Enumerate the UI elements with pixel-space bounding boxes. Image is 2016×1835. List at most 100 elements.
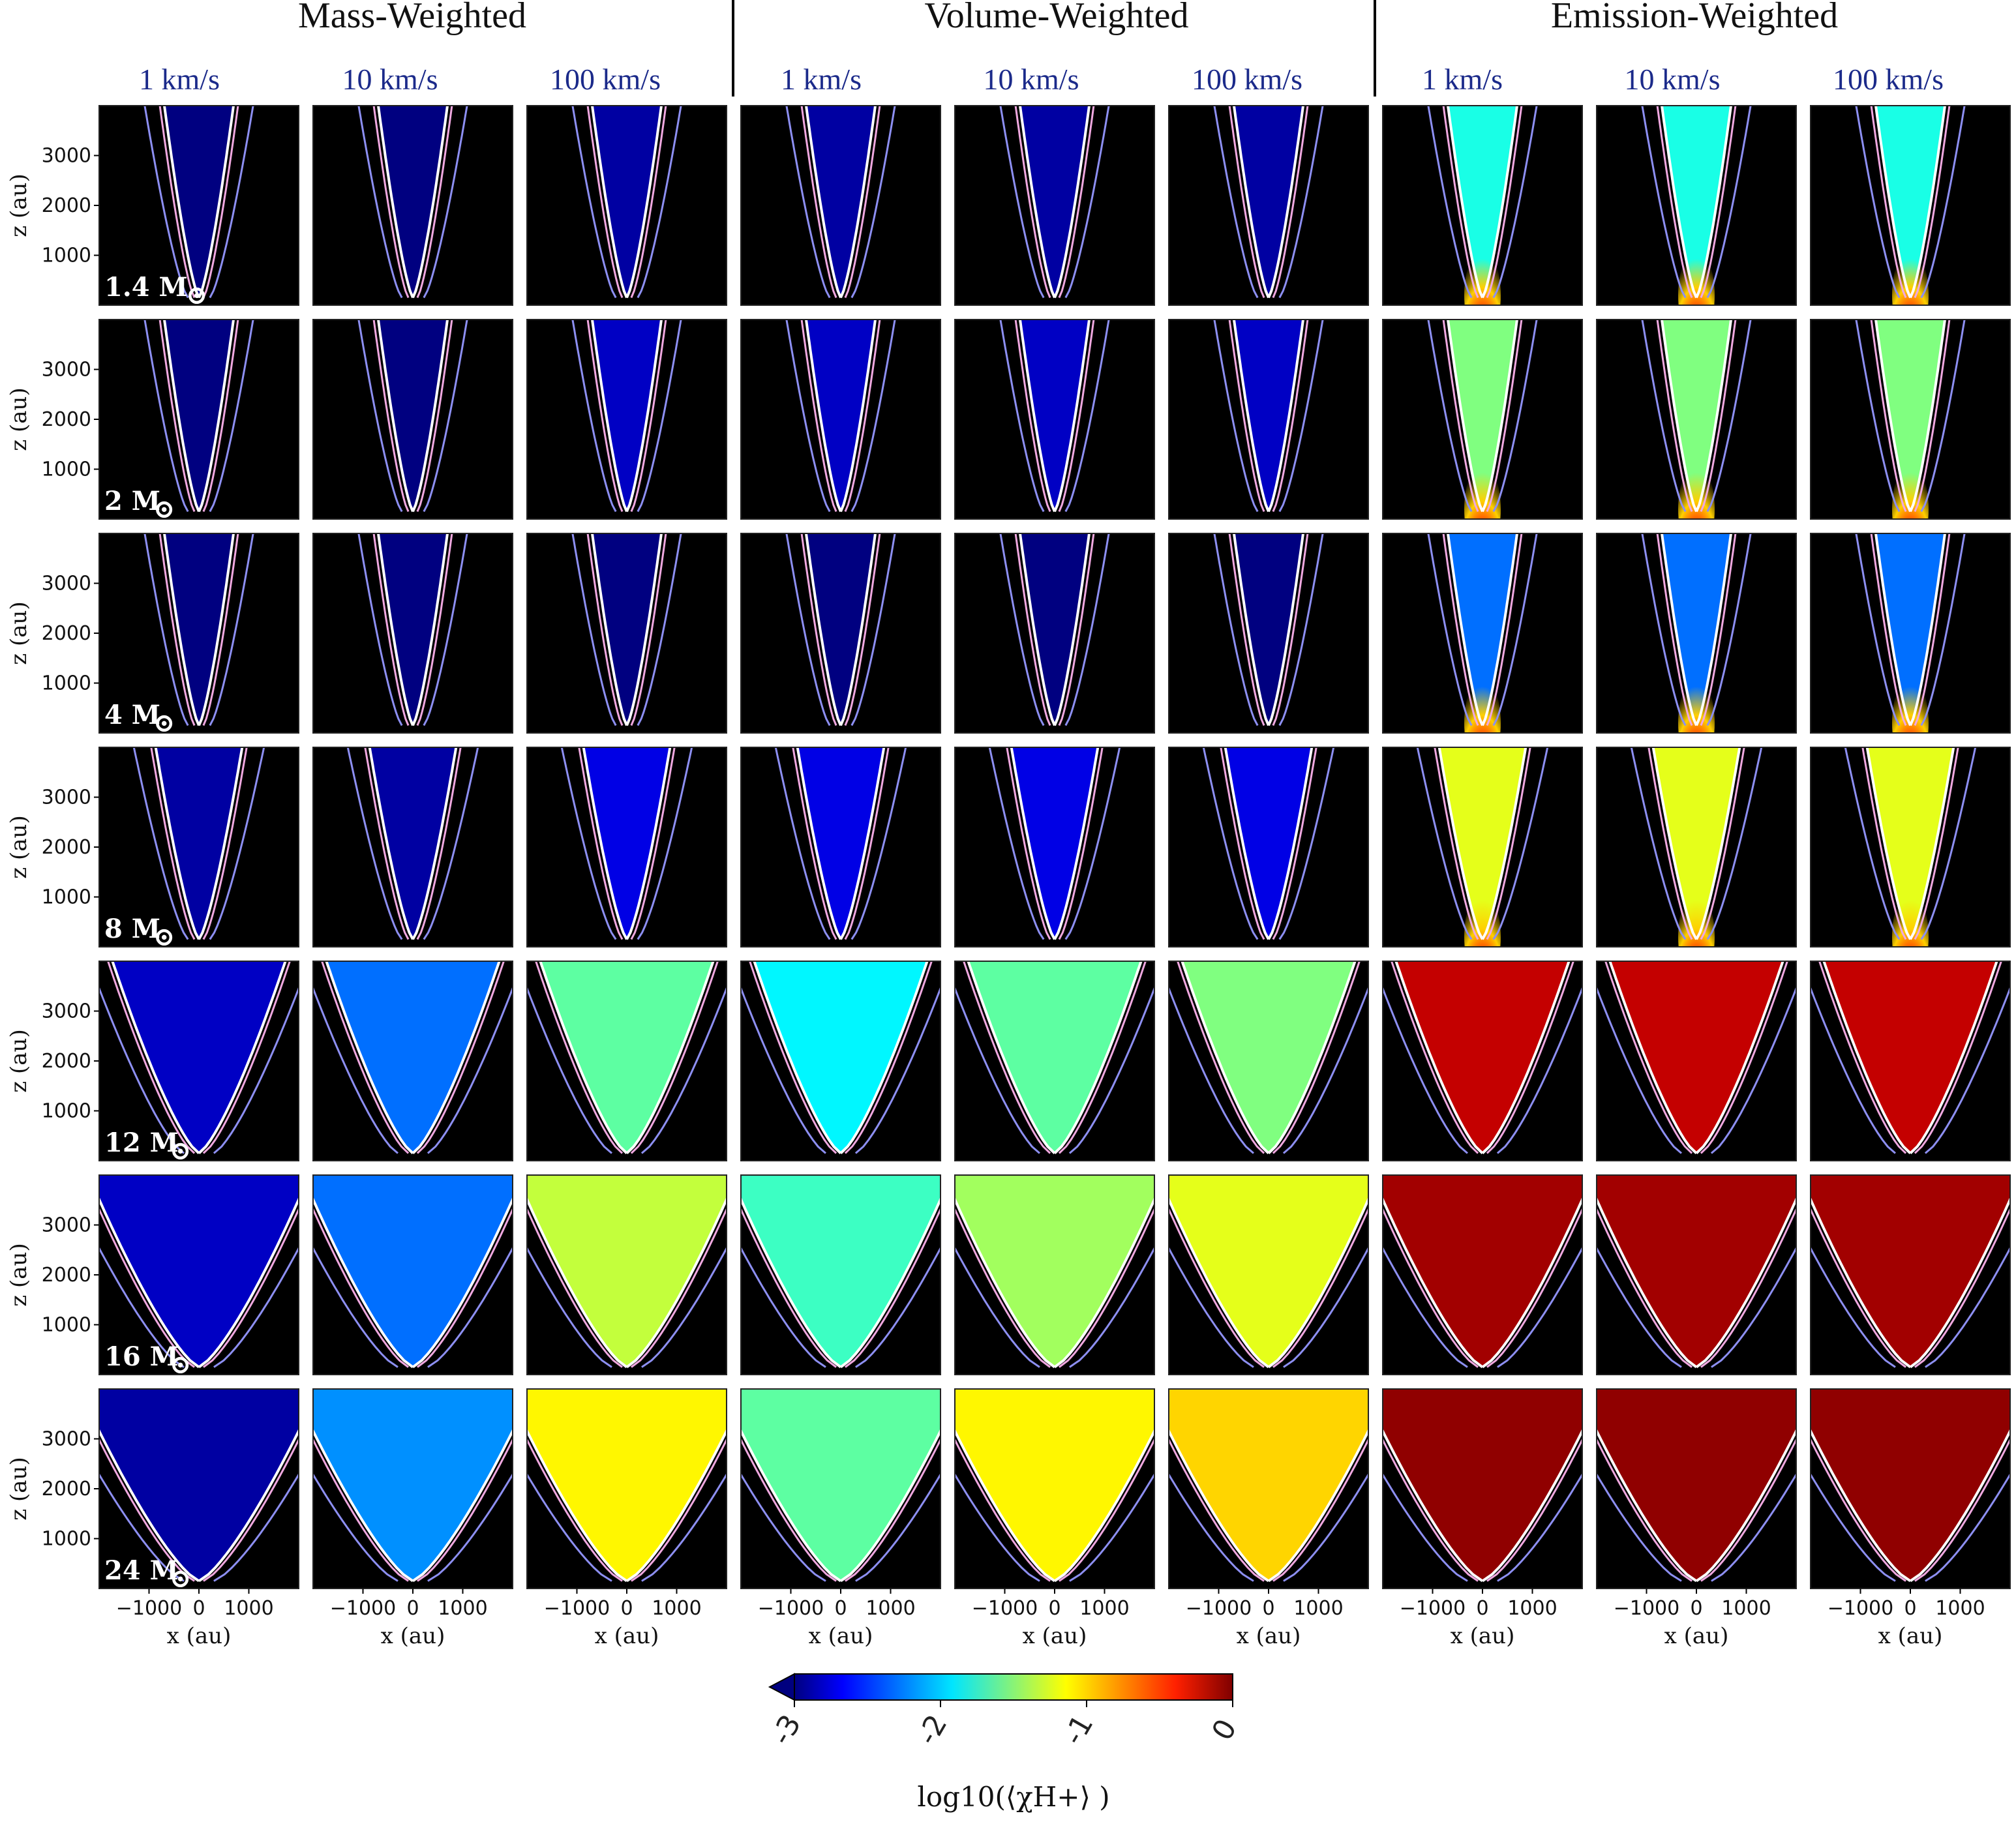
velocity-labels: 1 km/s 10 km/s 100 km/s 1 km/s 10 km/s 1…	[139, 63, 1944, 96]
map-panel	[1810, 105, 2011, 306]
contour-lavender	[741, 985, 940, 1154]
contour-lavender	[1641, 320, 1752, 513]
contour-white	[527, 1196, 727, 1369]
panel-frame	[1596, 319, 1797, 520]
contour-lavender	[313, 985, 513, 1154]
contour-pink	[1656, 106, 1737, 299]
contour-lavender	[1811, 1472, 2010, 1582]
cone-fill	[1439, 747, 1526, 940]
velocity-label: 10 km/s	[342, 63, 438, 96]
panel-frame	[312, 105, 513, 306]
map-panel	[1596, 105, 1797, 306]
cone-fill	[1875, 106, 1946, 298]
cone-fill	[313, 1389, 513, 1581]
cone-fill	[805, 533, 876, 726]
contour-white	[1660, 533, 1733, 726]
map-panel	[312, 747, 513, 947]
x-tick-label: 0	[1262, 1597, 1274, 1620]
cone-fill	[805, 320, 876, 512]
contour-lavender	[1416, 747, 1549, 940]
contour-lavender	[527, 1472, 727, 1582]
map-panel	[1168, 747, 1369, 947]
colorbar-tick: -2	[910, 1709, 954, 1750]
contour-white	[527, 1427, 727, 1583]
contour-white	[804, 533, 877, 726]
panel-frame	[1596, 747, 1797, 947]
map-panel	[1810, 1174, 2011, 1375]
contour-white	[376, 320, 449, 513]
x-axis-label: x (au)	[595, 1623, 659, 1649]
x-axis-label: x (au)	[1023, 1623, 1087, 1649]
colorbar-tick: -3	[764, 1709, 807, 1750]
contour-white	[539, 961, 715, 1154]
y-axis-label: z (au)	[6, 1243, 32, 1306]
panel-frame	[954, 961, 1155, 1161]
x-tick-label: 0	[1048, 1597, 1061, 1620]
panel-frame	[1382, 961, 1583, 1161]
contour-lavender	[1811, 985, 2010, 1154]
cone-fill	[378, 320, 448, 512]
panel-frame	[1596, 1174, 1797, 1375]
x-tick-label: −1000	[1614, 1597, 1679, 1620]
contour-lavender	[99, 1246, 299, 1368]
contour-white	[1018, 320, 1091, 513]
contour-lavender	[571, 320, 682, 513]
contour-lavender	[999, 320, 1110, 513]
contour-pink	[1442, 106, 1523, 299]
x-axis-label: x (au)	[1664, 1623, 1729, 1649]
cone-fill	[805, 106, 876, 298]
x-axis-label: x (au)	[1878, 1623, 1943, 1649]
contour-pink	[372, 533, 453, 726]
contour-white	[162, 106, 235, 299]
panel-frame	[312, 961, 513, 1161]
map-panel	[1168, 105, 1369, 306]
y-tick-label: 2000	[42, 1478, 91, 1500]
panel-frame	[312, 747, 513, 947]
x-tick-label: −1000	[1400, 1597, 1466, 1620]
contour-pink	[963, 961, 1147, 1154]
map-panel	[1382, 747, 1583, 947]
cone-fill	[1661, 320, 1732, 512]
contour-pink	[158, 533, 239, 726]
contour-pink	[800, 106, 881, 299]
contour-pink	[1811, 1207, 2010, 1368]
panel-frame	[312, 1174, 513, 1375]
mass-label: 2 M	[104, 486, 160, 516]
cone-fill	[1597, 1389, 1796, 1581]
map-panel	[1382, 1388, 1583, 1589]
contour-lavender	[1202, 747, 1335, 940]
colorbar-fill	[794, 1673, 1233, 1701]
emission-core	[1678, 891, 1715, 947]
cone-fill	[369, 747, 457, 940]
contour-white	[1169, 1427, 1368, 1583]
map-panel	[740, 105, 941, 306]
x-axis-label: x (au)	[167, 1623, 232, 1649]
cone-fill	[1811, 1389, 2010, 1581]
contour-lavender	[527, 985, 727, 1154]
contour-pink	[1169, 1437, 1368, 1582]
contour-lavender	[774, 747, 907, 940]
map-panel	[1382, 105, 1583, 306]
x-tick-label: −1000	[1828, 1597, 1893, 1620]
contour-pink	[313, 1207, 513, 1368]
contour-lavender	[571, 533, 682, 726]
map-panel	[1596, 533, 1797, 734]
contour-white	[1874, 106, 1947, 299]
panel-frame	[526, 961, 727, 1161]
contour-white	[1660, 320, 1733, 513]
contour-white	[1446, 320, 1519, 513]
cone-fill	[1019, 106, 1090, 298]
panel-frame	[1810, 747, 2011, 947]
contour-lavender	[1641, 106, 1752, 299]
x-tick-label: 1000	[1721, 1597, 1771, 1620]
map-panel	[526, 961, 727, 1161]
map-panel: 12 M⊙	[98, 961, 299, 1166]
cone-fill	[1447, 106, 1518, 298]
contour-white	[1383, 1427, 1582, 1583]
cone-fill	[527, 1175, 727, 1367]
contour-lavender	[1383, 1246, 1582, 1368]
contour-white	[967, 961, 1143, 1154]
contour-pink	[1870, 106, 1951, 299]
map-panel	[312, 1174, 513, 1375]
contour-lavender	[988, 747, 1121, 940]
